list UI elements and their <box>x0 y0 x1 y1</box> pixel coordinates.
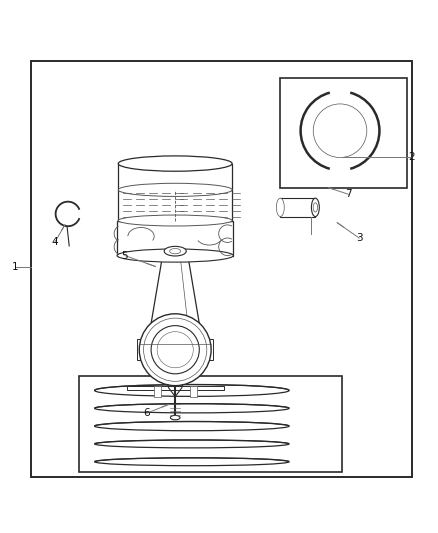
Text: 7: 7 <box>345 189 352 199</box>
Ellipse shape <box>95 458 289 466</box>
Circle shape <box>151 326 199 374</box>
Ellipse shape <box>95 422 289 431</box>
Bar <box>137 339 152 360</box>
Text: 4: 4 <box>51 237 58 247</box>
Ellipse shape <box>118 156 232 171</box>
Bar <box>127 386 224 390</box>
Ellipse shape <box>95 403 289 413</box>
Bar <box>280 198 315 216</box>
Ellipse shape <box>170 248 181 254</box>
Ellipse shape <box>118 183 232 197</box>
Bar <box>280 78 407 188</box>
Ellipse shape <box>118 215 232 226</box>
Bar <box>79 376 342 472</box>
Bar <box>31 61 412 477</box>
Bar <box>118 164 232 190</box>
Bar <box>198 339 213 360</box>
Ellipse shape <box>95 384 289 397</box>
Text: 2: 2 <box>408 152 415 162</box>
Bar <box>154 386 161 397</box>
Text: 5: 5 <box>121 251 128 261</box>
Ellipse shape <box>170 415 180 420</box>
Bar <box>118 190 232 221</box>
Circle shape <box>139 314 211 386</box>
Circle shape <box>313 104 367 158</box>
Bar <box>190 386 197 397</box>
Ellipse shape <box>276 198 284 216</box>
Text: 3: 3 <box>356 233 363 243</box>
Bar <box>117 221 233 255</box>
Text: 6: 6 <box>143 408 150 418</box>
Ellipse shape <box>313 203 318 212</box>
Circle shape <box>157 332 193 368</box>
Polygon shape <box>151 253 199 324</box>
Ellipse shape <box>117 249 233 262</box>
Text: 1: 1 <box>12 262 19 271</box>
Ellipse shape <box>95 440 289 448</box>
Ellipse shape <box>311 198 319 216</box>
Circle shape <box>144 318 207 381</box>
Ellipse shape <box>164 246 186 256</box>
